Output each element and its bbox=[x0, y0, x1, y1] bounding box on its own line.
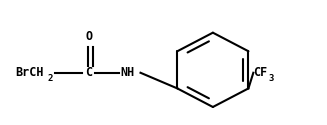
Text: O: O bbox=[85, 30, 92, 43]
Text: 2: 2 bbox=[48, 74, 53, 83]
Text: CF: CF bbox=[253, 66, 267, 79]
Text: 3: 3 bbox=[269, 74, 274, 83]
Text: BrCH: BrCH bbox=[15, 66, 44, 79]
Text: NH: NH bbox=[120, 66, 134, 79]
Text: C: C bbox=[85, 66, 92, 79]
